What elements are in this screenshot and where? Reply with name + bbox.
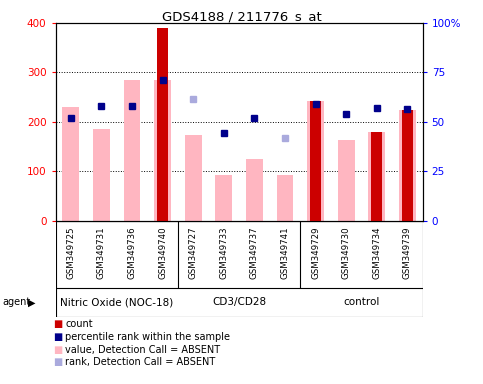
Text: rank, Detection Call = ABSENT: rank, Detection Call = ABSENT <box>65 358 215 367</box>
Bar <box>399 109 416 221</box>
Bar <box>93 129 110 221</box>
Text: GSM349725: GSM349725 <box>66 226 75 279</box>
Text: agent: agent <box>2 297 30 308</box>
Bar <box>277 175 293 221</box>
Text: GSM349730: GSM349730 <box>341 226 351 279</box>
Bar <box>338 140 355 221</box>
Text: percentile rank within the sample: percentile rank within the sample <box>65 332 230 342</box>
Bar <box>402 109 412 221</box>
Bar <box>310 101 321 221</box>
Text: ■: ■ <box>53 332 63 342</box>
Text: GSM349736: GSM349736 <box>128 226 137 279</box>
Text: GSM349729: GSM349729 <box>311 226 320 279</box>
Text: GSM349739: GSM349739 <box>403 226 412 279</box>
Text: Nitric Oxide (NOC-18): Nitric Oxide (NOC-18) <box>60 297 173 308</box>
Text: GSM349733: GSM349733 <box>219 226 228 279</box>
Text: GSM349731: GSM349731 <box>97 226 106 279</box>
Text: value, Detection Call = ABSENT: value, Detection Call = ABSENT <box>65 345 220 355</box>
Bar <box>307 101 324 221</box>
Text: GSM349727: GSM349727 <box>189 226 198 279</box>
Text: count: count <box>65 319 93 329</box>
Text: GSM349734: GSM349734 <box>372 226 381 279</box>
Bar <box>154 80 171 221</box>
Text: control: control <box>343 297 380 308</box>
Bar <box>246 159 263 221</box>
Bar <box>185 135 201 221</box>
Text: ■: ■ <box>53 345 63 355</box>
Text: ■: ■ <box>53 319 63 329</box>
Text: GSM349741: GSM349741 <box>281 226 289 279</box>
Text: GSM349740: GSM349740 <box>158 226 167 279</box>
Text: GDS4188 / 211776_s_at: GDS4188 / 211776_s_at <box>162 10 321 23</box>
Bar <box>371 132 382 221</box>
Bar <box>369 132 385 221</box>
Bar <box>62 107 79 221</box>
Bar <box>215 175 232 221</box>
Text: ▶: ▶ <box>28 297 36 308</box>
Text: GSM349737: GSM349737 <box>250 226 259 279</box>
Bar <box>157 28 168 221</box>
Text: ■: ■ <box>53 358 63 367</box>
Bar <box>124 80 141 221</box>
Text: CD3/CD28: CD3/CD28 <box>212 297 266 308</box>
